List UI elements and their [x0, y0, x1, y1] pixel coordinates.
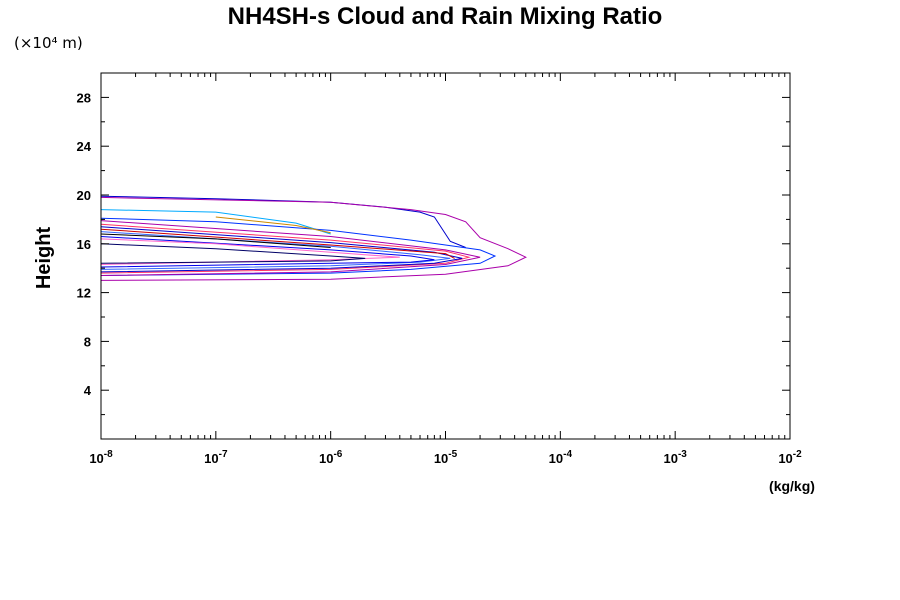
y-tick-label: 28	[77, 90, 91, 105]
y-tick-label: 12	[77, 286, 91, 301]
x-tick-label: 10-6	[319, 449, 343, 466]
x-tick-label: 10-8	[89, 449, 113, 466]
series-line-14	[100, 228, 455, 259]
series-line-6	[100, 223, 471, 274]
x-tick-label: 10-7	[204, 449, 228, 466]
y-tick-label: 24	[77, 139, 92, 154]
x-unit-label: (kg/kg)	[769, 478, 815, 494]
y-axis-label: Height	[33, 227, 55, 290]
series-line-13	[215, 216, 331, 234]
series-line-7	[100, 226, 463, 273]
series-line-3	[100, 209, 331, 235]
series-line-2	[100, 196, 527, 281]
x-tick-label: 10-5	[434, 449, 458, 466]
y-tick-label: 16	[77, 237, 91, 252]
series-line-9	[100, 236, 435, 268]
series-line-8	[100, 231, 451, 270]
x-tick-label: 10-4	[549, 449, 573, 466]
series-line-5	[100, 220, 481, 276]
ticks-layer: 10-8 10-7 10-6 10-5 10-4 10-3 10-2 4 8 12 16 20 24 28	[77, 73, 802, 466]
series-line-11	[100, 243, 366, 264]
y-scale-label: (×10⁴ m)	[14, 34, 83, 52]
series-layer	[100, 195, 527, 281]
y-tick-label: 8	[84, 334, 91, 349]
series-line-1	[100, 195, 466, 248]
x-tick-label: 10-3	[663, 449, 687, 466]
y-tick-label: 20	[77, 188, 91, 203]
series-line-4	[100, 217, 497, 276]
series-line-12	[100, 233, 331, 248]
chart-title: NH4SH-s Cloud and Rain Mixing Ratio	[228, 3, 663, 30]
series-line-10	[100, 238, 400, 265]
y-tick-label: 4	[84, 383, 92, 398]
x-tick-label: 10-2	[778, 449, 802, 466]
